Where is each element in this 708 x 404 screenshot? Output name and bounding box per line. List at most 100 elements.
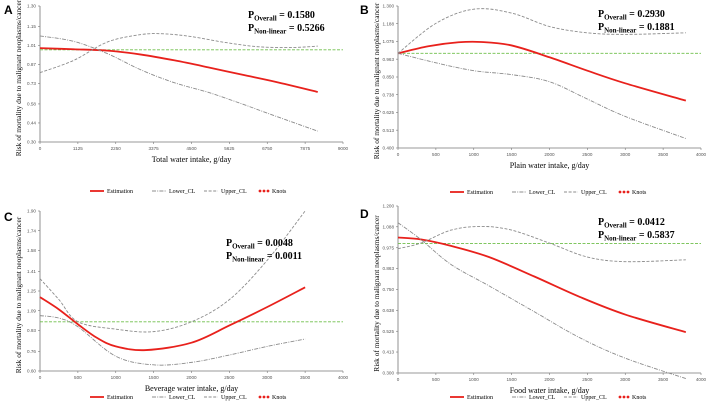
y-tick-label: 0.625 [383, 110, 395, 115]
y-tick-label: 1.200 [383, 204, 395, 209]
upper-cl-line [397, 8, 686, 54]
x-tick-label: 0 [39, 375, 42, 380]
x-tick-label: 2500 [582, 152, 593, 157]
estimation-line [39, 286, 306, 352]
p-nonlinear-value: = 0.5837 [636, 230, 674, 241]
legend-knot-dot [626, 190, 630, 194]
x-tick-label: 7875 [300, 146, 311, 151]
estimation-line [397, 40, 687, 102]
x-tick-label: 1000 [469, 152, 480, 157]
legend-knot-dot [622, 395, 626, 399]
legend-knot-dot [266, 189, 270, 193]
x-tick-label: 2500 [224, 375, 235, 380]
x-tick-label: 4000 [696, 377, 707, 382]
x-tick-label: 500 [432, 152, 440, 157]
p-nonlinear-sub: Non-linear [604, 235, 636, 243]
p-nonlinear-value: = 0.1881 [636, 22, 674, 33]
y-tick-label: 1.90 [27, 209, 36, 214]
y-tick-label: 1.01 [27, 43, 36, 48]
y-tick-label: 1.30 [27, 4, 36, 9]
y-tick-label: 0.93 [27, 328, 36, 333]
panel-d: D 0 500 1000 1500 2000 2500 3000 3500 4000 0.300 0.… [360, 204, 707, 401]
x-tick-label: 0 [397, 377, 400, 382]
legend-estimation-label: Estimation [467, 395, 493, 401]
x-tick-label: 500 [74, 375, 82, 380]
panel-letter: C [4, 210, 13, 224]
y-tick-label: 0.513 [383, 128, 395, 133]
y-tick-label: 0.60 [27, 369, 36, 374]
lower-cl-line [39, 315, 306, 366]
estimation-line [397, 236, 687, 334]
upper-cl-line [39, 33, 318, 74]
x-tick-label: 4500 [186, 146, 197, 151]
p-overall-value: = 0.0048 [255, 238, 293, 249]
y-axis-title: Risk of mortality due to malignant neopl… [372, 215, 381, 372]
x-tick-label: 1500 [507, 377, 518, 382]
legend-knots-label: Knots [272, 395, 287, 401]
p-nonlinear-label: P [226, 251, 232, 262]
legend-knots-label: Knots [272, 189, 287, 195]
legend-estimation-label: Estimation [107, 395, 133, 401]
x-tick-label: 1000 [469, 377, 480, 382]
x-tick-label: 0 [397, 152, 400, 157]
upper-cl-line [39, 210, 306, 333]
p-nonlinear-label: P [598, 22, 604, 33]
p-overall-label: P [598, 217, 604, 228]
x-tick-label: 6750 [262, 146, 273, 151]
y-tick-label: 1.25 [27, 289, 36, 294]
p-overall-value: = 0.2930 [627, 9, 665, 20]
p-overall-label: P [226, 238, 232, 249]
y-tick-label: 0.738 [383, 92, 395, 97]
x-tick-label: 1000 [111, 375, 122, 380]
legend: Estimation Lower_CL Upper_CL Knots [450, 395, 647, 401]
legend-knot-dot [262, 395, 266, 399]
panel-letter: A [4, 3, 13, 17]
p-overall-sub: Overall [254, 15, 277, 23]
legend-knot-dot [622, 190, 626, 194]
y-tick-label: 1.088 [383, 224, 395, 229]
legend-lower-label: Lower_CL [529, 395, 556, 401]
x-tick-label: 3375 [149, 146, 160, 151]
p-overall-sub: Overall [232, 243, 255, 251]
panel-a: A 0 1125 2250 3375 4500 5625 6750 7875 9000 0.30 0.… [4, 0, 349, 195]
p-nonlinear: PNon-linear = 0.5266 [248, 23, 325, 36]
y-tick-label: 0.30 [27, 140, 36, 145]
p-nonlinear: PNon-linear = 0.1881 [598, 22, 675, 35]
y-tick-label: 0.963 [383, 57, 395, 62]
legend: Estimation Lower_CL Upper_CL Knots [450, 190, 647, 196]
p-nonlinear-sub: Non-linear [232, 256, 264, 264]
y-tick-label: 0.73 [27, 81, 36, 86]
y-tick-label: 0.76 [27, 349, 36, 354]
p-nonlinear-label: P [598, 230, 604, 241]
y-tick-label: 1.09 [27, 308, 36, 313]
p-nonlinear-label: P [248, 23, 254, 34]
x-tick-label: 4000 [696, 152, 707, 157]
legend-estimation-label: Estimation [107, 189, 133, 195]
x-axis-title: Food water intake, g/day [510, 386, 590, 395]
x-tick-label: 1500 [507, 152, 518, 157]
x-tick-label: 3500 [658, 152, 669, 157]
x-axis-title: Beverage water intake, g/day [145, 384, 238, 393]
p-overall-value: = 0.1580 [277, 10, 315, 21]
legend: Estimation Lower_CL Upper_CL Knots [90, 395, 287, 401]
x-tick-label: 1125 [73, 146, 83, 151]
p-overall-sub: Overall [604, 14, 627, 22]
y-axis-title: Risk of mortality due to malignant neopl… [372, 2, 381, 159]
y-tick-label: 1.300 [383, 4, 395, 9]
y-tick-label: 0.863 [383, 266, 395, 271]
upper-cl-line [397, 225, 686, 263]
legend-knots-label: Knots [632, 395, 647, 401]
y-tick-label: 0.750 [383, 287, 395, 292]
y-tick-label: 0.525 [383, 329, 395, 334]
legend-knot-dot [262, 189, 266, 193]
legend-knot-dot [626, 395, 630, 399]
y-axis-title: Risk of mortality due to malignant neopl… [14, 0, 23, 156]
x-tick-label: 4000 [338, 375, 349, 380]
panel-b: B 0 500 1000 1500 2000 2500 3000 3500 4000 0.400 0.… [360, 2, 707, 196]
lower-cl-line [39, 35, 318, 132]
legend-knot-dot [266, 395, 270, 399]
x-axis-title: Total water intake, g/day [152, 155, 231, 164]
x-tick-label: 9000 [338, 146, 349, 151]
p-overall-label: P [248, 10, 254, 21]
